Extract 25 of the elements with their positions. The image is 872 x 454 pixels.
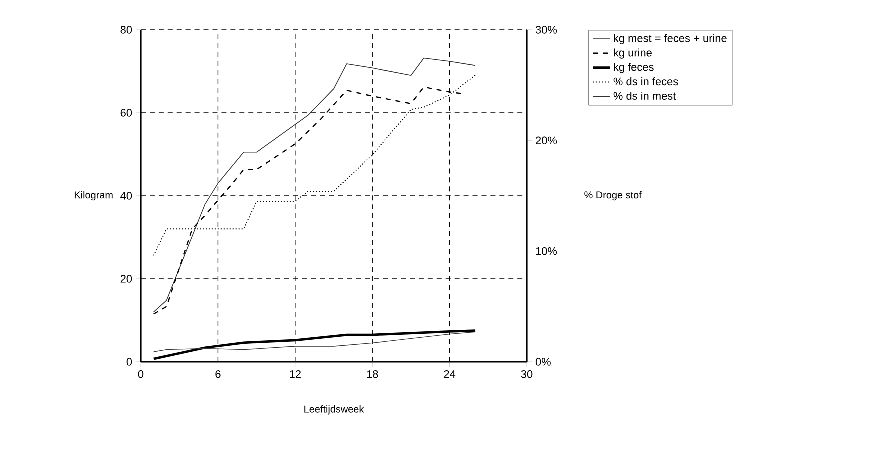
y-tick-label: 40 xyxy=(120,192,132,200)
y2-tick-label: 30% xyxy=(536,26,558,34)
legend-label: % ds in feces xyxy=(614,78,678,86)
line-series xyxy=(154,332,476,352)
x-axis-title: Leeftijdsweek xyxy=(304,406,364,415)
line-series xyxy=(153,58,476,313)
x-tick-label: 6 xyxy=(216,370,221,378)
y-tick-label: 20 xyxy=(120,275,132,283)
y2-tick-label: 20% xyxy=(536,136,558,145)
legend-label: % ds in mest xyxy=(614,92,676,100)
y-tick-label: 0 xyxy=(126,358,132,366)
legend-label: kg feces xyxy=(614,63,654,74)
x-tick-label: 12 xyxy=(290,370,301,378)
y2-tick-label: 10% xyxy=(536,247,558,256)
legend-label: kg urine xyxy=(614,48,652,59)
y2-tick-label: 0% xyxy=(536,358,551,366)
x-tick-label: 24 xyxy=(444,370,456,378)
x-tick-label: 30 xyxy=(521,370,533,378)
y-tick-label: 80 xyxy=(120,26,132,34)
legend-label: kg mest = feces + urine xyxy=(614,34,727,44)
x-tick-label: 0 xyxy=(138,370,144,378)
y-tick-label: 60 xyxy=(120,109,132,117)
y-axis-title: Kilogram xyxy=(74,191,113,201)
y2-axis-title: % Droge stof xyxy=(584,191,642,201)
x-tick-label: 18 xyxy=(367,370,378,378)
